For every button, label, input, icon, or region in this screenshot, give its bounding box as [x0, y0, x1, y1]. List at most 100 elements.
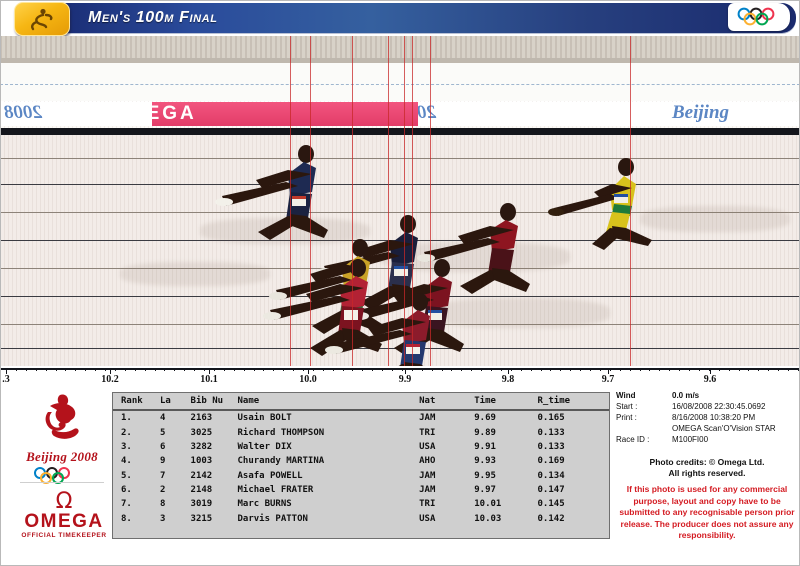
ruler-minor-tick: [16, 368, 17, 371]
cell-bib: 1003: [190, 456, 213, 467]
beijing-wordmark: Beijing 2008: [26, 449, 98, 464]
cell-bib: 3025: [190, 427, 213, 438]
omega-symbol: Ω: [55, 489, 73, 514]
timing-line: [404, 36, 405, 368]
photo-finish-image: 2008 Ω OMEGA Beijing 2008 Ω OMEGA Beijin…: [0, 36, 800, 368]
cell-rank: 5.: [121, 470, 132, 481]
cell-rank: 4.: [121, 456, 132, 467]
ruler-minor-tick: [244, 368, 245, 371]
system-row: OMEGA Scan'O'Vision STAR: [616, 423, 798, 434]
ruler-minor-tick: [511, 368, 512, 371]
race-id-value: M100FI00: [672, 435, 709, 444]
ruler-label: 10.0: [299, 374, 317, 385]
ruler-minor-tick: [491, 368, 492, 371]
cell-time: 9.89: [474, 427, 496, 438]
start-row: Start : 16/08/2008 22:30:45.0692: [616, 401, 798, 412]
ruler-minor-tick: [75, 368, 76, 371]
usage-disclaimer: If this photo is used for any commercial…: [619, 484, 795, 540]
ruler-minor-tick: [768, 368, 769, 371]
cell-lane: 3: [159, 513, 166, 524]
ruler-minor-tick: [333, 368, 334, 371]
cell-bib: 3282: [190, 441, 213, 452]
table-row: 4. 9 1003 Churandy MARTINA AHO 9.93 0.169: [113, 454, 609, 468]
ruler-minor-tick: [580, 368, 581, 371]
banner-omega-symbol-left-top: Ω: [84, 101, 101, 125]
infield-band: [0, 63, 800, 101]
olympic-rings-glyph: [737, 7, 775, 26]
timing-line: [352, 36, 353, 368]
ruler-minor-tick: [649, 368, 650, 371]
athlete-usain-bolt: [548, 158, 652, 250]
ruler-minor-tick: [610, 368, 611, 371]
omega-wordmark: OMEGA: [24, 511, 104, 532]
cell-rank: 7.: [121, 499, 132, 510]
ruler-minor-tick: [620, 368, 621, 371]
ruler-minor-tick: [451, 368, 452, 371]
results-table: Rank La Bib Nu Name Nat Time R_time 1. 4 2…: [113, 393, 609, 526]
cell-nat: USA: [419, 513, 436, 524]
cell-nat: TRI: [419, 499, 436, 510]
ruler-minor-tick: [352, 368, 353, 371]
ruler-minor-tick: [135, 368, 136, 371]
ruler-minor-tick: [600, 368, 601, 371]
motion-blur: [430, 298, 610, 328]
credits-line-2: All rights reserved.: [668, 468, 746, 478]
banner-omega-symbol-left: Ω: [84, 101, 101, 125]
cell-nat: AHO: [419, 456, 436, 467]
ruler-minor-tick: [659, 368, 660, 371]
ruler-minor-tick: [669, 368, 670, 371]
table-header-row: Rank La Bib Nu Name Nat Time R_time: [113, 393, 609, 411]
race-id-row: Race ID : M100FI00: [616, 434, 798, 445]
cell-name: Usain BOLT: [237, 413, 292, 424]
cell-time: 9.97: [474, 485, 496, 496]
wind-value: 0.0 m/s: [672, 391, 700, 400]
ruler-minor-tick: [432, 368, 433, 371]
ruler-minor-tick: [254, 368, 255, 371]
athlete-darvis-patton: [325, 293, 430, 368]
wind-label: Wind: [616, 391, 636, 400]
ruler-major-tick: [110, 368, 111, 374]
ruler-minor-tick: [105, 368, 106, 371]
ruler-baseline: [0, 368, 800, 370]
cell-bib: 3215: [190, 513, 213, 524]
table-row: 8. 3 3215 Darvis PATTON USA 10.03 0.142: [113, 512, 609, 526]
cell-rank: 2.: [121, 427, 132, 438]
ruler-minor-tick: [679, 368, 680, 371]
ruler-minor-tick: [550, 368, 551, 371]
timing-line: [430, 36, 431, 368]
cell-lane: 6: [159, 441, 166, 452]
ruler-label: 9.6: [703, 374, 717, 385]
banner-city-right: Beijing: [672, 102, 730, 123]
ruler-minor-tick: [293, 368, 294, 371]
ruler-minor-tick: [184, 368, 185, 371]
ruler-minor-tick: [541, 368, 542, 371]
cell-lane: 7: [159, 470, 166, 481]
cell-nat: JAM: [419, 485, 436, 496]
wind-row: Wind 0.0 m/s: [616, 390, 798, 401]
ruler-minor-tick: [521, 368, 522, 371]
ruler-minor-tick: [283, 368, 284, 371]
ruler-minor-tick: [778, 368, 779, 371]
ruler-minor-tick: [689, 368, 690, 371]
table-row: 1. 4 2163 Usain BOLT JAM 9.69 0.165: [113, 410, 609, 425]
timing-line: [388, 36, 389, 368]
timing-line: [290, 36, 291, 368]
cell-rank: 1.: [121, 413, 132, 424]
ruler-minor-tick: [263, 368, 264, 371]
ruler-minor-tick: [164, 368, 165, 371]
ruler-minor-tick: [174, 368, 175, 371]
ruler-minor-tick: [204, 368, 205, 371]
ruler-minor-tick: [471, 368, 472, 371]
beijing-2008-logo: Beijing 2008: [18, 392, 106, 490]
ruler-minor-tick: [442, 368, 443, 371]
ruler-minor-tick: [313, 368, 314, 371]
ruler-major-tick: [710, 368, 711, 374]
ruler-minor-tick: [412, 368, 413, 371]
ruler-minor-tick: [46, 368, 47, 371]
cell-name: Walter DIX: [237, 441, 292, 452]
cell-time: 10.01: [474, 499, 502, 510]
cell-nat: USA: [419, 441, 436, 452]
ruler-minor-tick: [481, 368, 482, 371]
ruler-minor-tick: [699, 368, 700, 371]
timing-line: [310, 36, 311, 368]
